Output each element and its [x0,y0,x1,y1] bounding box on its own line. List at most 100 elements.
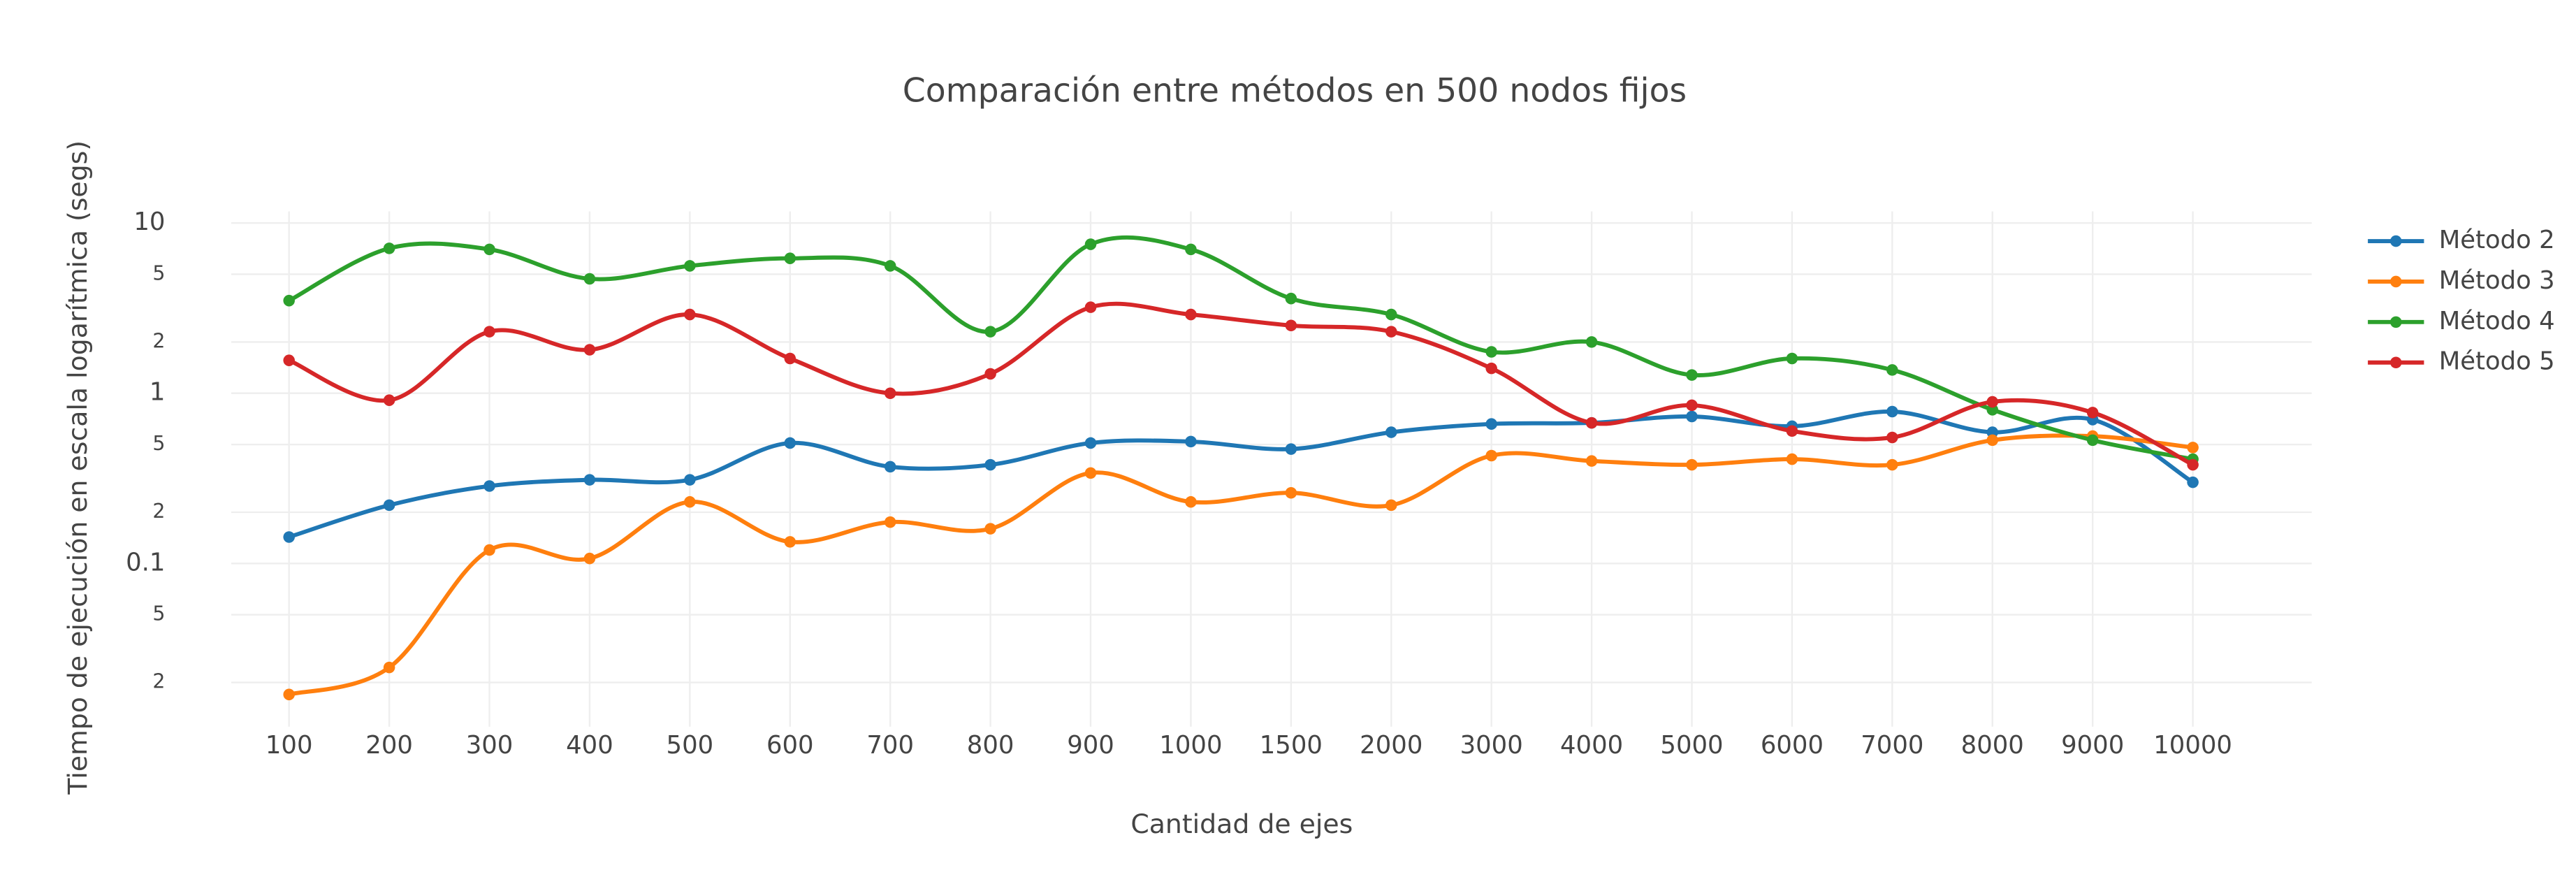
data-point [884,461,896,473]
y-tick-label: 2 [152,500,165,523]
data-point [1084,238,1097,250]
series-line [288,433,2193,697]
legend-label: Método 3 [2439,266,2555,295]
x-tick-label: 10000 [2153,731,2232,760]
data-point [684,260,696,272]
data-point [1786,352,1798,365]
data-point [1185,243,1197,256]
data-point [1285,319,1297,332]
data-point [383,394,395,406]
x-tick-label: 100 [265,731,313,760]
chart-title: Comparación entre métodos en 500 nodos f… [903,71,1687,110]
data-point [1485,346,1497,358]
x-tick-label: 7000 [1861,731,1923,760]
data-point [1385,426,1397,438]
data-point [1084,301,1097,313]
data-point [1385,308,1397,321]
data-point [283,354,295,366]
data-point [684,308,696,321]
data-point [483,243,495,256]
data-point [283,294,295,307]
data-point [583,474,596,486]
data-point [884,260,896,272]
x-tick-label: 9000 [2061,731,2124,760]
legend-marker [2390,316,2402,328]
data-point [1285,486,1297,499]
data-point [483,326,495,338]
data-point [383,661,395,674]
x-tick-label: 2000 [1360,731,1422,760]
x-axis-label: Cantidad de ejes [1130,809,1353,839]
data-point [784,536,796,548]
x-tick-label: 400 [566,731,613,760]
x-tick-label: 600 [766,731,814,760]
y-tick-label: 5 [152,602,165,625]
data-point [684,474,696,486]
data-point [1485,418,1497,430]
series-line [288,410,2195,539]
y-axis-label: Tiempo de ejecución en escala logarítmic… [62,140,93,795]
data-point [1986,396,1999,408]
data-point [483,544,495,556]
data-point [1185,435,1197,448]
legend-label: Método 5 [2439,347,2555,376]
data-point [583,273,596,285]
x-tick-label: 1500 [1260,731,1323,760]
x-tick-label: 1000 [1159,731,1222,760]
data-point [884,387,896,399]
data-point [984,326,996,338]
data-point [283,531,295,543]
data-point [2086,434,2099,447]
y-tick-label: 5 [152,432,165,455]
data-point [1585,416,1598,429]
data-point [583,344,596,356]
data-point [283,688,295,701]
data-point [984,458,996,471]
data-point [383,242,395,254]
data-point [1385,499,1397,512]
data-point [1886,364,1898,376]
data-point [1084,467,1097,479]
data-point [1485,362,1497,375]
x-tick-label: 700 [866,731,914,760]
data-point [1886,458,1898,471]
legend-marker [2390,235,2402,247]
x-tick-label: 4000 [1560,731,1623,760]
data-point [1185,495,1197,508]
x-tick-label: 5000 [1660,731,1723,760]
data-point [2086,407,2099,419]
y-tick-label: 0.1 [126,548,165,577]
data-point [1185,308,1197,321]
y-tick-label: 2 [152,670,165,693]
data-point [784,437,796,449]
x-tick-label: 3000 [1460,731,1523,760]
data-point [984,523,996,535]
data-point [1986,434,1999,447]
x-tick-label: 900 [1067,731,1114,760]
data-point [1986,426,1999,438]
legend-marker [2390,356,2402,369]
data-point [1285,443,1297,455]
y-tick-label: 5 [152,261,165,284]
series-line [288,301,2194,467]
data-point [583,552,596,565]
data-point [784,352,796,365]
data-point [483,480,495,492]
data-point [1585,336,1598,348]
data-point [1886,431,1898,444]
data-point [1786,453,1798,465]
data-point [1285,292,1297,305]
data-point [2187,442,2199,454]
y-tick-label: 1 [150,378,166,407]
data-point [884,516,896,528]
x-tick-label: 200 [365,731,413,760]
x-tick-label: 800 [967,731,1014,760]
data-point [2187,458,2199,471]
x-tick-label: 300 [466,731,514,760]
data-point [383,499,395,512]
x-tick-label: 500 [667,731,714,760]
data-point [1886,405,1898,418]
data-point [684,495,696,508]
x-tick-label: 6000 [1761,731,1824,760]
